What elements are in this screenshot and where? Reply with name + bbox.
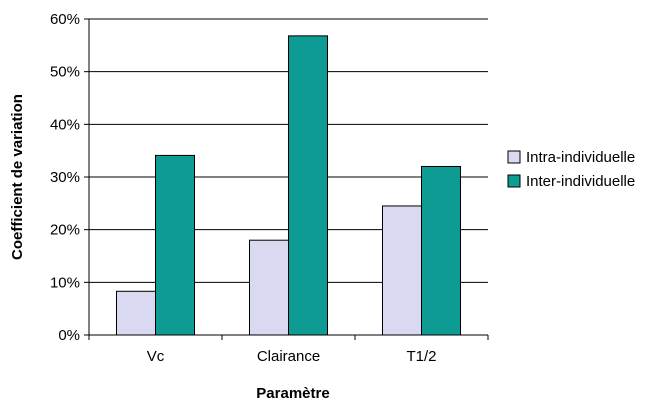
x-axis-title: Paramètre <box>256 385 329 402</box>
legend: Intra-individuelle Inter-individuelle <box>507 149 635 190</box>
x-tick-label: Vc <box>147 348 165 365</box>
x-tick-labels: Vc Clairance T1/2 <box>147 348 437 365</box>
y-tick-label: 10% <box>50 274 80 291</box>
bar-intra-0 <box>116 290 156 336</box>
bar-inter-0 <box>155 154 195 336</box>
bars <box>116 35 461 336</box>
y-tick-label: 20% <box>50 222 80 239</box>
x-tick-label: T1/2 <box>406 348 436 365</box>
y-tick-label: 60% <box>50 11 80 28</box>
bar-inter-2 <box>421 165 461 336</box>
y-tick-label: 50% <box>50 64 80 81</box>
y-tick-label: 30% <box>50 169 80 186</box>
legend-label-inter: Inter-individuelle <box>526 173 635 190</box>
y-axis-title: Coefficient de variation <box>9 94 26 260</box>
y-tick-labels: 0% 10% 20% 30% 40% 50% 60% <box>50 11 80 344</box>
legend-label-intra: Intra-individuelle <box>526 149 635 166</box>
bar-inter-1 <box>288 35 328 336</box>
bar-intra-1 <box>249 239 289 336</box>
x-tick-label: Clairance <box>257 348 320 365</box>
legend-swatch-inter <box>507 174 521 188</box>
legend-swatch-intra <box>507 150 521 164</box>
bar-intra-2 <box>382 205 422 336</box>
y-tick-label: 0% <box>58 327 80 344</box>
axes <box>84 18 489 340</box>
y-tick-label: 40% <box>50 116 80 133</box>
